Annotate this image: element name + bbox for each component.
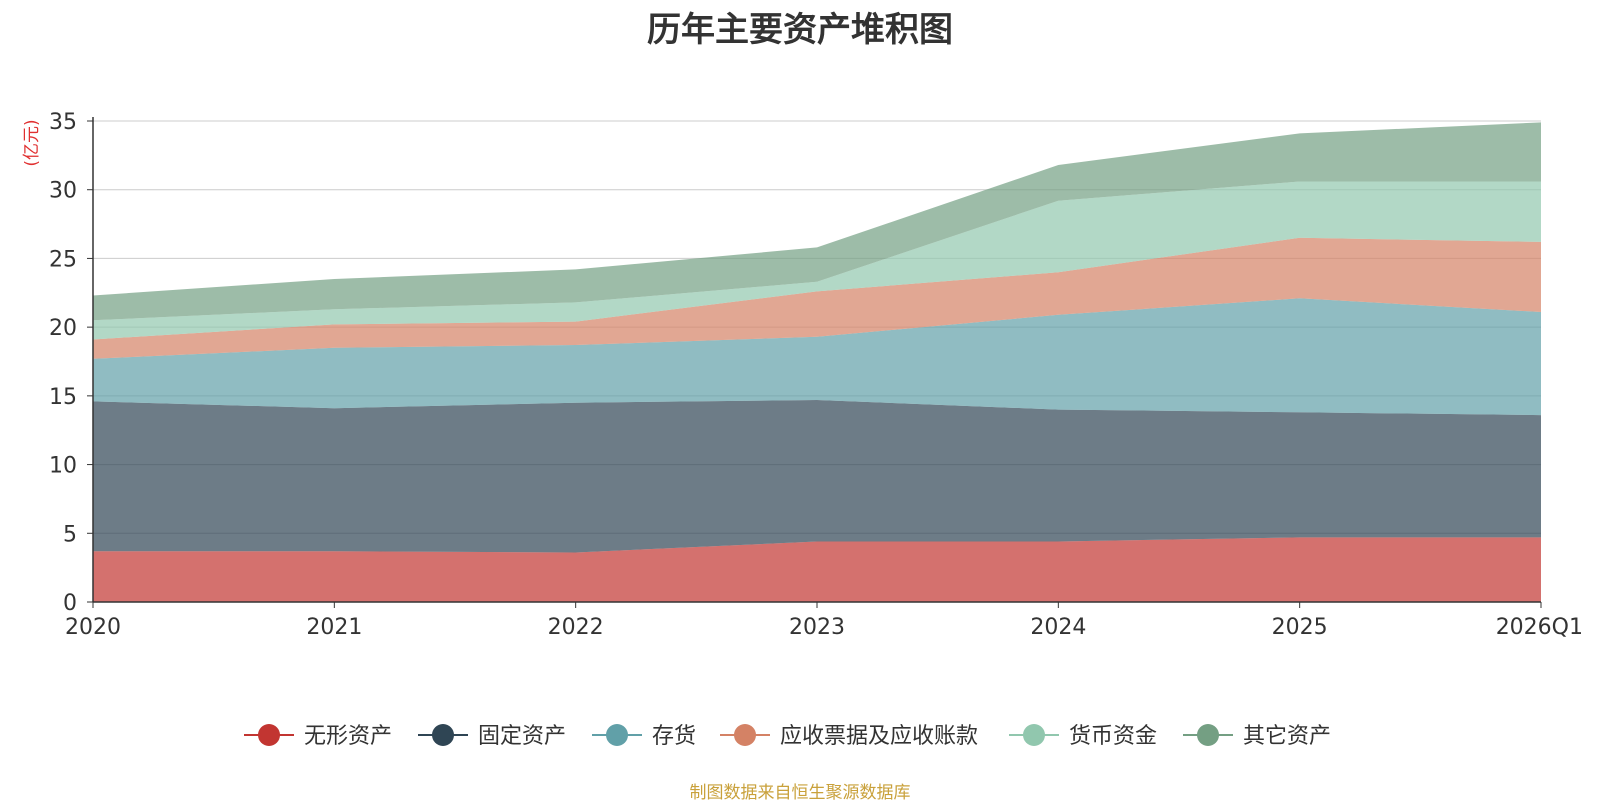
- legend-marker: [432, 724, 454, 746]
- x-tick-label: 2020: [65, 615, 121, 640]
- y-tick-label: 10: [49, 454, 77, 479]
- legend-label: 无形资产: [304, 724, 392, 749]
- legend-label: 固定资产: [478, 724, 566, 749]
- legend-marker: [606, 724, 628, 746]
- x-tick-label: 2024: [1030, 615, 1086, 640]
- legend-marker: [1197, 724, 1219, 746]
- y-tick-label: 35: [49, 110, 77, 135]
- legend-item-6[interactable]: 其它资产: [1183, 724, 1331, 749]
- area-series-5: [93, 181, 1541, 340]
- area-series-3: [93, 298, 1541, 416]
- area-series-2: [93, 400, 1541, 553]
- y-tick-label: 30: [49, 179, 77, 204]
- area-series-group: [93, 122, 1541, 602]
- x-tick-label: 2026Q1: [1496, 615, 1583, 640]
- x-tick-label: 2025: [1272, 615, 1328, 640]
- y-tick-label: 20: [49, 316, 77, 341]
- legend-marker: [734, 724, 756, 746]
- y-axis-unit-label: (亿元): [22, 119, 42, 166]
- legend: 无形资产 固定资产 存货 应收票据及应收账款 货币资金 其它资产: [244, 724, 1331, 749]
- legend-label: 应收票据及应收账款: [780, 724, 978, 749]
- legend-label: 其它资产: [1243, 724, 1331, 749]
- y-tick-label: 25: [49, 247, 77, 272]
- y-tick-label: 5: [63, 522, 77, 547]
- legend-item-2[interactable]: 固定资产: [418, 724, 566, 749]
- legend-marker: [1023, 724, 1045, 746]
- legend-label: 存货: [652, 724, 696, 749]
- x-tick-label: 2023: [789, 615, 845, 640]
- legend-item-1[interactable]: 无形资产: [244, 724, 392, 749]
- area-series-1: [93, 537, 1541, 602]
- x-tick-label: 2021: [306, 615, 362, 640]
- legend-item-4[interactable]: 应收票据及应收账款: [720, 724, 978, 749]
- legend-item-3[interactable]: 存货: [592, 724, 696, 749]
- x-tick-label: 2022: [548, 615, 604, 640]
- legend-label: 货币资金: [1069, 724, 1157, 749]
- legend-item-5[interactable]: 货币资金: [1009, 724, 1157, 749]
- legend-marker: [258, 724, 280, 746]
- area-series-6: [93, 122, 1541, 321]
- chart-title: 历年主要资产堆积图: [647, 10, 953, 50]
- y-tick-label: 0: [63, 591, 77, 616]
- source-note: 制图数据来自恒生聚源数据库: [689, 783, 911, 803]
- area-series-4: [93, 237, 1541, 359]
- y-tick-label: 15: [49, 385, 77, 410]
